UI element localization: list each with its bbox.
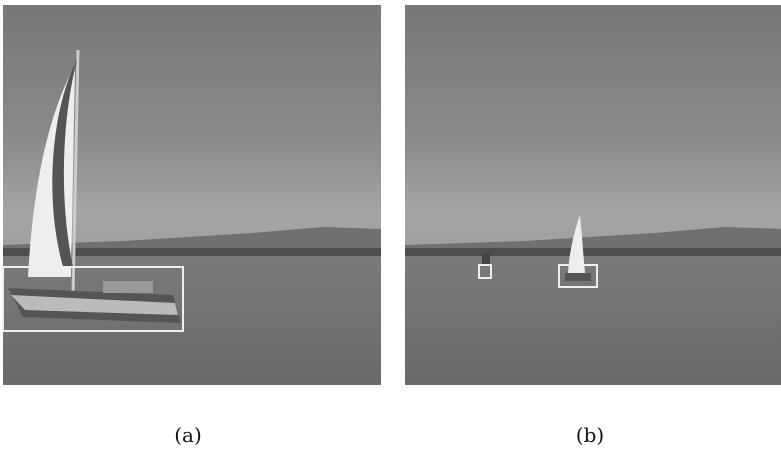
panel-b	[405, 5, 781, 385]
figure: (a) (b)	[0, 0, 781, 450]
caption: (a)	[174, 423, 202, 447]
caption: (b)	[576, 423, 604, 447]
page: (a) (b) (() => { const data = JSON.parse…	[0, 0, 781, 450]
panel-a	[3, 5, 381, 385]
